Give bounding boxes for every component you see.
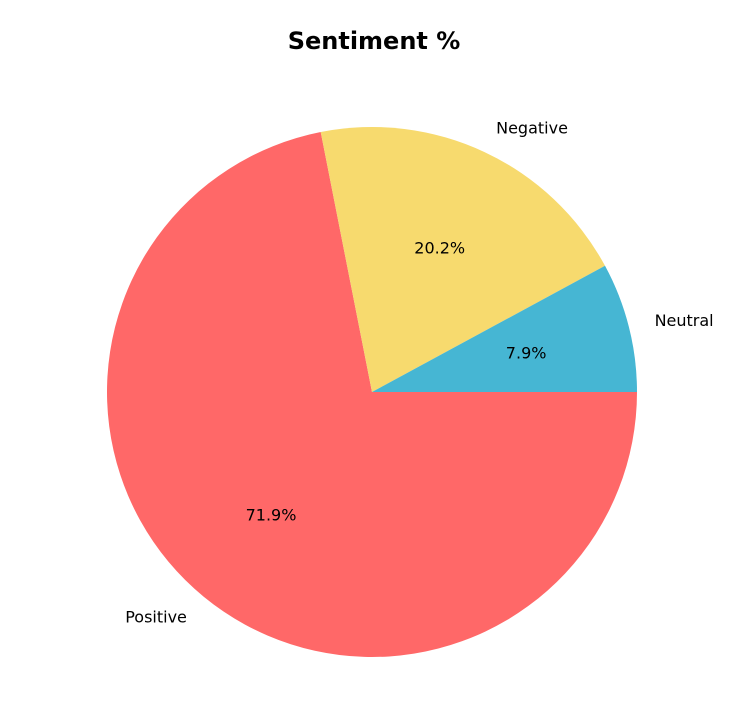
pie-category-label-neutral: Neutral: [655, 311, 714, 330]
pie-slice-neutral: [372, 265, 637, 392]
pie-value-label-positive: 71.9%: [246, 505, 297, 524]
pie-slice-negative: [320, 126, 606, 392]
pie-value-label-neutral: 7.9%: [506, 343, 547, 362]
pie-slice-positive: [106, 132, 637, 658]
pie-category-label-negative: Negative: [496, 119, 568, 138]
pie-slices: [106, 126, 637, 658]
pie-category-label-positive: Positive: [125, 608, 187, 627]
pie-value-label-negative: 20.2%: [414, 239, 465, 258]
pie-labels: 71.9% Positive 20.2% Negative 7.9% Neutral: [125, 119, 713, 627]
chart-title: Sentiment %: [287, 27, 461, 55]
